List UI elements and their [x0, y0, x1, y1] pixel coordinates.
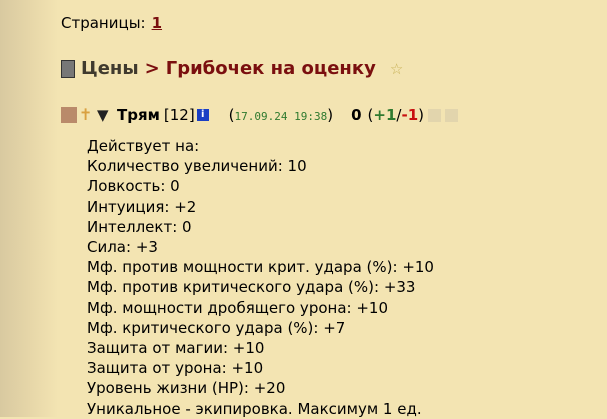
cross-icon: ✝ — [79, 105, 93, 124]
post-line: Сила: +3 — [87, 238, 158, 257]
rating-detail: (+1/-1) — [367, 106, 425, 124]
post-header: ✝ ▼ Трям [12] i (17.09.24 19:38) 0 (+1/-… — [61, 105, 459, 124]
post-body: Действует на: Количество увеличений: 10 … — [87, 136, 434, 419]
textured-border — [0, 0, 58, 417]
page-link-1[interactable]: 1 — [151, 14, 163, 32]
page-title: Цены > Грибочек на оценку ☆ — [61, 58, 403, 79]
pager: Страницы: 1 — [61, 14, 162, 32]
post-line: Ловкость: 0 — [87, 177, 180, 196]
author-level: [12] — [163, 106, 195, 124]
breadcrumb-parent[interactable]: Цены — [81, 58, 139, 79]
post-date: 17.09.24 19:38 — [234, 110, 328, 123]
breadcrumb-current: Грибочек на оценку — [165, 58, 376, 79]
post-line: Интуиция: +2 — [87, 197, 197, 216]
rating-plus: +1 — [373, 106, 397, 124]
post-date-wrap: (17.09.24 19:38) — [228, 106, 334, 124]
post-line: Действует на: — [87, 137, 200, 155]
clan-emblem-icon — [61, 107, 77, 123]
breadcrumb-separator: > — [144, 58, 160, 79]
wings-icon: ▼ — [97, 106, 109, 124]
vote-plus-button[interactable] — [428, 108, 442, 122]
post-line: Количество увеличений: 10 — [87, 157, 307, 176]
rating-minus: -1 — [401, 106, 419, 124]
vote-minus-button[interactable] — [445, 108, 459, 122]
post-line: Защита от магии: +10 — [87, 339, 265, 358]
rating-score: 0 — [351, 106, 362, 124]
author-name[interactable]: Трям — [117, 106, 160, 124]
post-line: Уникальное - экипировка. Максимум 1 ед. — [87, 399, 422, 418]
post-line: Мф. против мощности крит. удара (%): +10 — [87, 258, 434, 277]
post-line: Интеллект: 0 — [87, 217, 192, 236]
post-line: Мф. критического удара (%): +7 — [87, 318, 346, 337]
post-line: Мф. мощности дробящего урона: +10 — [87, 298, 388, 317]
post-line: Защита от урона: +10 — [87, 359, 264, 378]
pager-label: Страницы: — [61, 14, 146, 32]
favorite-star-icon[interactable]: ☆ — [389, 59, 404, 78]
post-line: Уровень жизни (HP): +20 — [87, 379, 286, 398]
info-icon[interactable]: i — [196, 109, 209, 121]
document-icon — [61, 59, 75, 78]
post-line: Мф. против критического удара (%): +33 — [87, 278, 416, 297]
